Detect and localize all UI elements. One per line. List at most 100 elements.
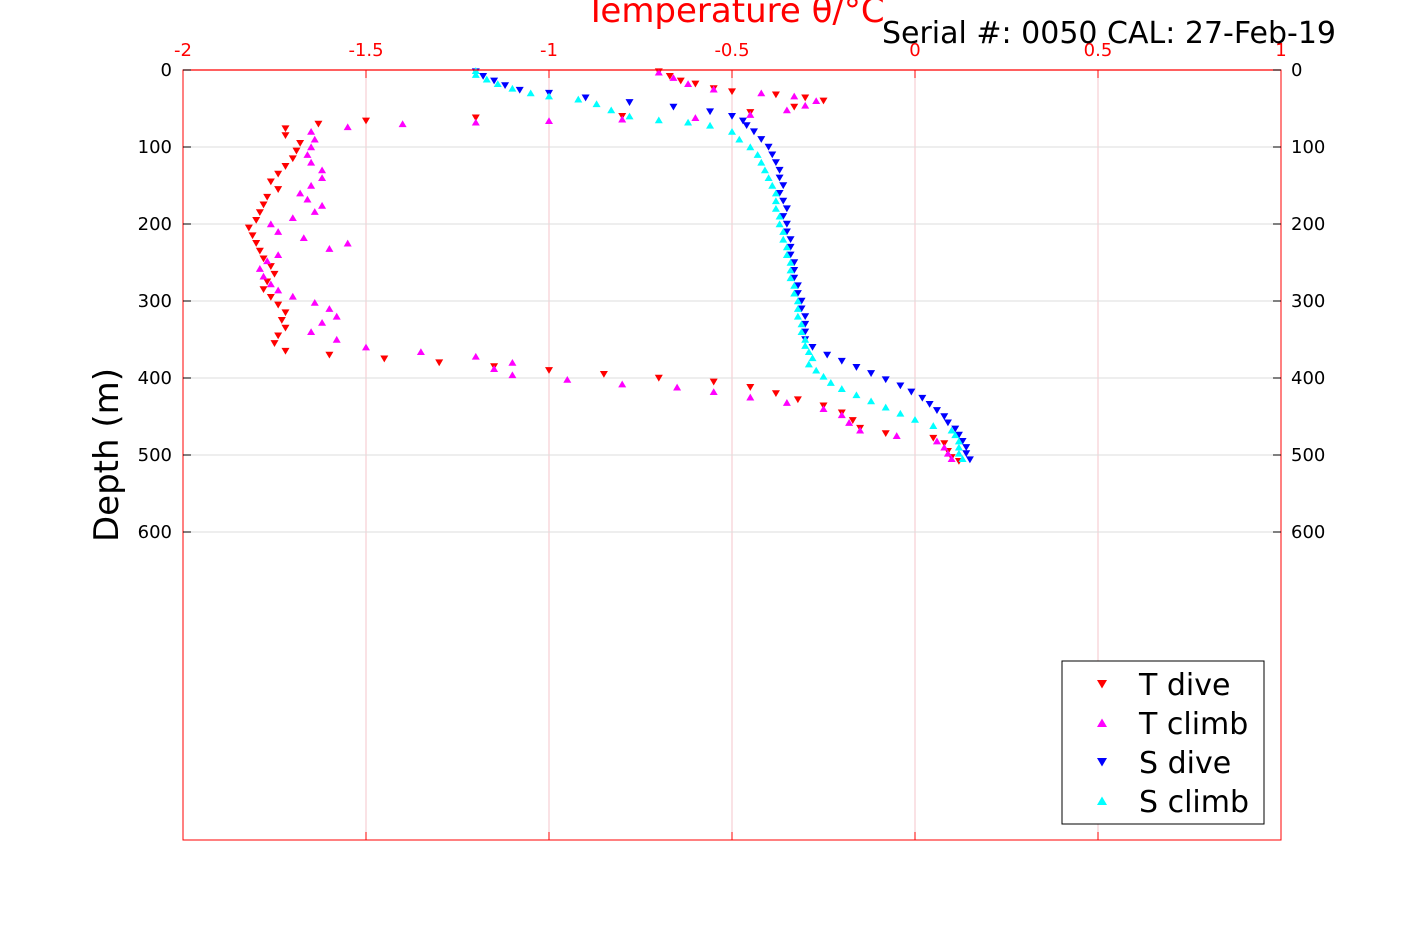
data-point: [782, 228, 791, 236]
data-point: [771, 205, 780, 212]
data-point: [837, 385, 846, 392]
data-point: [252, 216, 261, 224]
series-t-climb: [255, 68, 956, 463]
data-point: [775, 220, 784, 228]
data-point: [746, 393, 755, 401]
legend-label: S dive: [1139, 746, 1231, 781]
data-point: [812, 97, 821, 104]
data-point: [779, 235, 788, 243]
data-point: [907, 388, 916, 396]
data-point: [299, 234, 308, 242]
data-point: [709, 85, 718, 93]
data-point: [790, 259, 799, 267]
data-point: [786, 243, 795, 251]
data-point: [416, 348, 425, 356]
data-point: [332, 335, 341, 343]
data-point: [797, 320, 806, 328]
data-point: [951, 431, 960, 439]
data-point: [845, 419, 854, 426]
data-point: [526, 89, 535, 97]
data-point: [479, 72, 488, 80]
data-point: [757, 158, 766, 166]
data-point: [274, 332, 283, 340]
data-point: [801, 320, 810, 328]
data-point: [793, 290, 802, 297]
data-point: [398, 120, 407, 128]
data-point: [801, 342, 810, 349]
series-t-dive: [244, 68, 963, 465]
data-point: [281, 347, 290, 355]
data-point: [932, 437, 941, 445]
data-point: [867, 397, 876, 405]
legend-marker: [1097, 758, 1107, 767]
data-point: [471, 71, 480, 78]
legend: T dive T climb S dive S climb: [1061, 660, 1265, 825]
data-point: [325, 305, 334, 312]
data-point: [574, 95, 583, 103]
data-point: [852, 391, 861, 399]
data-point: [786, 266, 795, 274]
legend-label: T dive: [1138, 668, 1230, 703]
data-point: [471, 114, 480, 122]
data-point: [779, 197, 788, 205]
data-point: [281, 324, 290, 332]
data-point: [782, 106, 791, 114]
data-point: [288, 214, 297, 222]
data-point: [281, 132, 290, 140]
data-point: [288, 155, 297, 163]
data-point: [764, 143, 773, 151]
data-point: [482, 75, 491, 83]
data-point: [790, 92, 799, 100]
data-point: [746, 143, 755, 151]
data-point: [782, 220, 791, 228]
data-point: [665, 72, 674, 80]
data-point: [786, 251, 795, 259]
data-point: [362, 117, 370, 125]
data-point: [932, 407, 941, 414]
data-point: [790, 103, 799, 111]
data-point: [782, 243, 791, 251]
data-point: [274, 301, 283, 309]
data-point: [310, 208, 319, 215]
data-point: [296, 139, 305, 147]
x-tick-label: 0.5: [1084, 40, 1113, 61]
data-point: [266, 220, 275, 228]
data-point: [310, 298, 319, 306]
x-tick-label: -0.5: [714, 40, 749, 61]
data-point: [856, 426, 865, 434]
legend-label: T climb: [1138, 707, 1248, 742]
x-axis-ticks: -2 -1.5 -1 -0.5 0 0.5 1: [174, 40, 1287, 840]
data-point: [804, 348, 813, 356]
data-point: [797, 297, 806, 305]
data-point: [826, 379, 835, 386]
data-point: [881, 403, 890, 411]
data-point: [768, 151, 777, 159]
y-tick-label-left: 400: [138, 368, 172, 389]
data-point: [958, 455, 967, 463]
data-point: [318, 318, 327, 326]
data-point: [303, 151, 312, 158]
data-point: [274, 170, 283, 178]
data-point: [277, 317, 286, 324]
data-point: [325, 351, 334, 359]
x-tick-label: 1: [1275, 40, 1286, 61]
data-point: [263, 278, 272, 286]
data-point: [307, 181, 316, 189]
data-point: [307, 158, 316, 166]
data-point: [954, 443, 963, 451]
data-point: [804, 360, 813, 368]
data-point: [599, 370, 608, 378]
data-point: [266, 293, 275, 301]
data-point: [281, 163, 290, 170]
data-point: [709, 378, 718, 386]
y-tick-label-left: 600: [138, 522, 172, 543]
data-point: [490, 77, 499, 85]
data-point: [274, 286, 283, 294]
series-s-climb: [471, 67, 967, 463]
y-tick-label-right: 600: [1291, 522, 1325, 543]
data-point: [801, 94, 810, 102]
data-point: [266, 280, 275, 288]
data-point: [259, 255, 268, 263]
data-point: [801, 313, 810, 320]
